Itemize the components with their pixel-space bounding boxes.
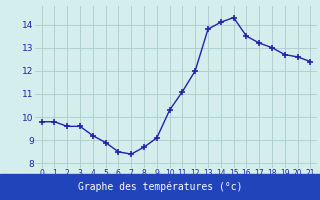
Text: Graphe des températures (°c): Graphe des températures (°c) [78,182,242,192]
